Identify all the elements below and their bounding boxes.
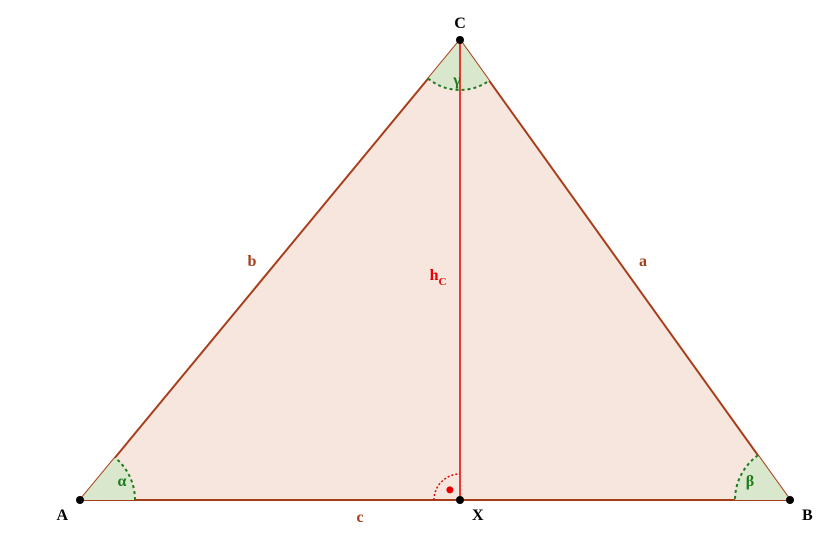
angle-label: α xyxy=(118,473,127,490)
vertex-label: A xyxy=(56,507,68,524)
vertex-label: C xyxy=(454,15,466,32)
triangle-diagram: αβγABCXbachC xyxy=(0,0,840,560)
vertex-B xyxy=(786,496,794,504)
vertex-label: X xyxy=(472,507,484,524)
side-label: a xyxy=(639,253,647,270)
vertex-X xyxy=(456,496,464,504)
vertex-A xyxy=(76,496,84,504)
vertex-C xyxy=(456,36,464,44)
angle-label: β xyxy=(746,473,754,490)
side-label: c xyxy=(356,509,363,526)
vertex-label: B xyxy=(802,507,813,524)
right-angle-dot xyxy=(446,486,453,493)
side-label: b xyxy=(248,253,257,270)
